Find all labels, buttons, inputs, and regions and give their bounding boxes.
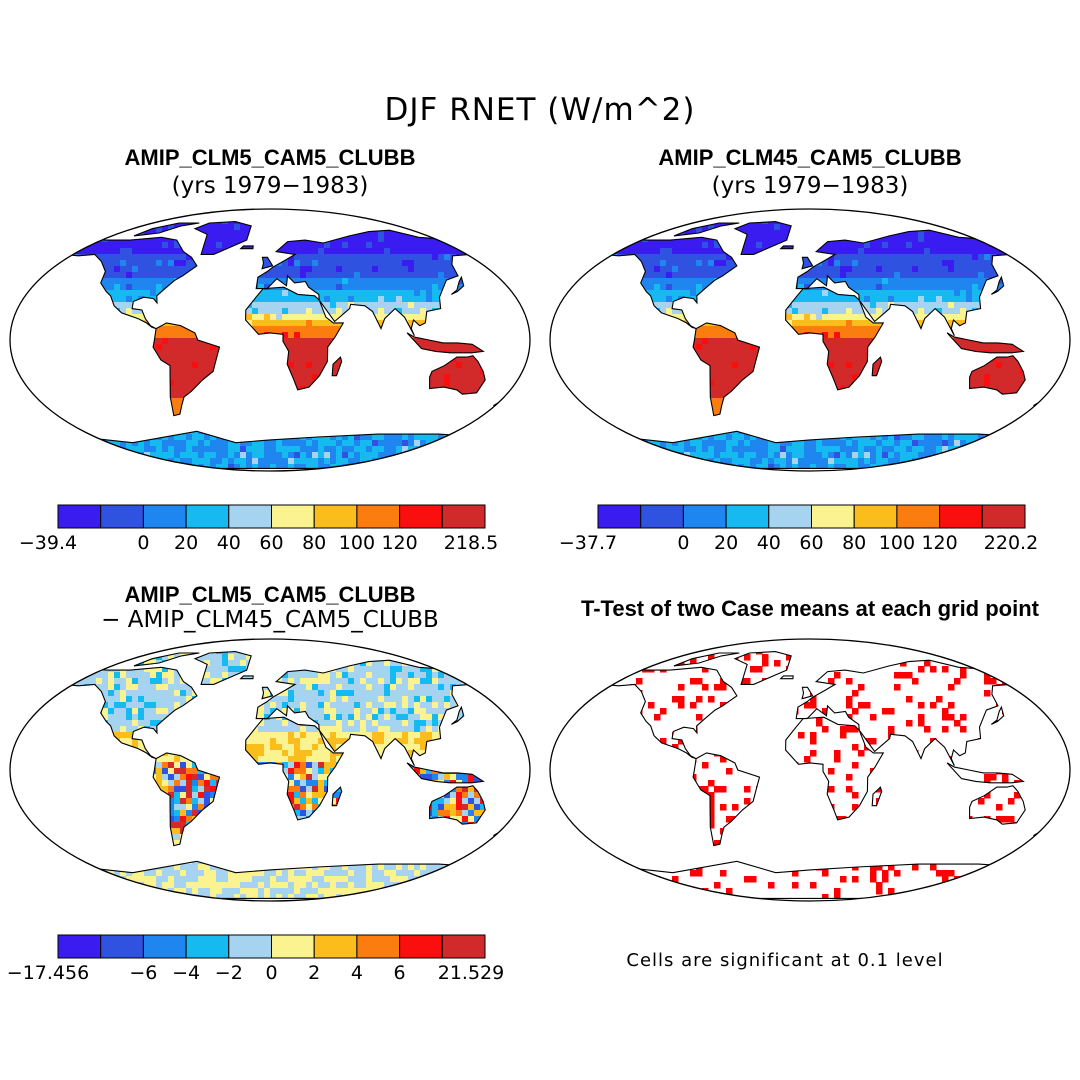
colorbar-tick-label: −2 [215,962,243,984]
colorbar-tick-label: 40 [757,532,781,554]
colorbar-tick-label: 100 [879,532,915,554]
colorbar-swatch [57,934,102,959]
colorbar-swatch [811,504,855,529]
colorbar-swatch [441,504,486,529]
colorbar-tick-label: 6 [394,962,406,984]
colorbar-tick-label: 40 [217,532,241,554]
colorbar-tick-label: 0 [137,532,149,554]
panel-3-subtitle: − AMIP_CLM45_CAM5_CLUBB [101,607,439,633]
colorbar-tick-label: 80 [842,532,866,554]
panel-4-title: T-Test of two Case means at each grid po… [580,596,1039,621]
colorbar-tick-label: 0 [677,532,689,554]
colorbar-swatch [228,504,273,529]
panel-2-colorbar: −37.7 0 20 40 60 80 100 120 220.2 [540,500,1080,560]
panel-3-colorbar: −17.456 −6 −4 −2 0 2 4 6 21.529 [0,930,540,990]
map-abs-2 [549,208,1071,472]
colorbar-tick-label: −37.7 [559,532,617,554]
colorbar-tick-label: 21.529 [438,962,504,984]
colorbar-tick-label: 218.5 [444,532,498,554]
map-diff [9,638,531,902]
colorbar-swatch [356,934,401,959]
panel-1-colorbar: −39.4 0 20 40 60 80 100 120 218.5 [0,500,540,560]
panel-2-title: AMIP_CLM45_CAM5_CLUBB [658,145,962,170]
colorbar-swatch [185,934,230,959]
panel-2-subtitle: (yrs 1979−1983) [711,173,909,199]
map-abs-1 [9,208,531,472]
colorbar-swatch [356,504,401,529]
colorbar-swatch [271,504,315,529]
colorbar-tick-label: −4 [172,962,200,984]
colorbar-swatch [100,504,144,529]
colorbar-swatch [100,934,144,959]
panel-3-title: AMIP_CLM5_CAM5_CLUBB [124,582,416,607]
colorbar-tick-label: 60 [259,532,283,554]
colorbar-tick-label: 2 [308,962,320,984]
colorbar-tick-label: 120 [921,532,957,554]
colorbar-swatch [271,934,315,959]
panel-1-map [0,200,540,480]
panel-4-map [540,630,1080,910]
map-ttest [549,638,1071,902]
colorbar-swatch [597,504,642,529]
colorbar-swatch [896,504,941,529]
colorbar-tick-label: 20 [174,532,198,554]
colorbar-swatch [399,504,443,529]
colorbar-tick-label: 80 [302,532,326,554]
figure-title: DJF RNET (W/m^2) [384,92,696,128]
colorbar-swatch [142,504,187,529]
colorbar-swatch [441,934,486,959]
colorbar-swatch [640,504,684,529]
colorbar-tick-label: 120 [381,532,417,554]
colorbar-swatch [142,934,187,959]
colorbar-swatch [228,934,273,959]
colorbar-swatch [313,504,358,529]
colorbar-tick-label: −39.4 [19,532,77,554]
panel-3-map [0,630,540,910]
colorbar-tick-label: −17.456 [7,962,89,984]
colorbar-swatch [768,504,813,529]
colorbar-swatch [313,934,358,959]
colorbar-swatch [185,504,230,529]
colorbar-swatch [939,504,983,529]
colorbar-tick-label: 0 [265,962,277,984]
colorbar-swatch [57,504,102,529]
colorbar-tick-label: −6 [129,962,157,984]
colorbar-tick-label: 60 [799,532,823,554]
colorbar-swatch [399,934,443,959]
panel-1-subtitle: (yrs 1979−1983) [171,173,369,199]
colorbar-tick-label: 4 [351,962,363,984]
panel-2-map [540,200,1080,480]
colorbar-swatch [725,504,770,529]
colorbar-swatch [981,504,1026,529]
panel-1-title: AMIP_CLM5_CAM5_CLUBB [124,145,416,170]
colorbar-tick-label: 100 [339,532,375,554]
colorbar-swatch [682,504,727,529]
colorbar-tick-label: 220.2 [984,532,1038,554]
panel-4-note: Cells are significant at 0.1 level [626,950,944,971]
colorbar-tick-label: 20 [714,532,738,554]
colorbar-swatch [853,504,898,529]
